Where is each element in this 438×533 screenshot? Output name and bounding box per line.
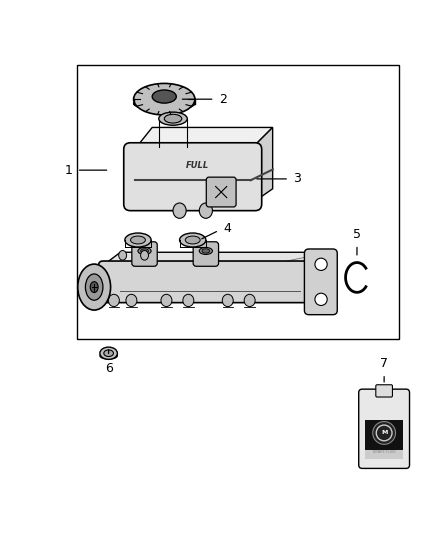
Ellipse shape bbox=[125, 233, 151, 247]
Text: 7: 7 bbox=[380, 357, 388, 370]
Polygon shape bbox=[103, 252, 335, 265]
Ellipse shape bbox=[90, 281, 98, 293]
Circle shape bbox=[315, 258, 327, 270]
Ellipse shape bbox=[202, 249, 210, 253]
Ellipse shape bbox=[244, 294, 255, 306]
FancyBboxPatch shape bbox=[359, 389, 410, 469]
Ellipse shape bbox=[223, 294, 233, 306]
Ellipse shape bbox=[119, 251, 127, 260]
Text: 1: 1 bbox=[64, 164, 72, 176]
Ellipse shape bbox=[199, 247, 212, 254]
Text: FULL: FULL bbox=[185, 161, 209, 170]
Ellipse shape bbox=[126, 294, 137, 306]
FancyBboxPatch shape bbox=[376, 385, 392, 397]
Ellipse shape bbox=[164, 114, 182, 123]
Ellipse shape bbox=[85, 274, 103, 300]
FancyBboxPatch shape bbox=[99, 261, 331, 303]
Ellipse shape bbox=[100, 347, 117, 359]
Circle shape bbox=[373, 422, 396, 445]
Ellipse shape bbox=[185, 236, 200, 244]
Ellipse shape bbox=[199, 203, 212, 219]
Polygon shape bbox=[135, 127, 272, 149]
Ellipse shape bbox=[109, 294, 119, 306]
Ellipse shape bbox=[138, 247, 151, 254]
Text: 4: 4 bbox=[223, 222, 231, 235]
Ellipse shape bbox=[173, 203, 186, 219]
Ellipse shape bbox=[104, 350, 113, 357]
FancyBboxPatch shape bbox=[124, 143, 261, 211]
Bar bbox=[365, 449, 403, 459]
Polygon shape bbox=[251, 127, 272, 204]
Ellipse shape bbox=[159, 112, 187, 125]
FancyBboxPatch shape bbox=[193, 242, 219, 266]
Bar bbox=[365, 420, 403, 459]
Text: 2: 2 bbox=[219, 93, 227, 106]
FancyBboxPatch shape bbox=[132, 242, 157, 266]
Text: BRAKE FLUID: BRAKE FLUID bbox=[373, 450, 396, 454]
Ellipse shape bbox=[161, 294, 172, 306]
FancyBboxPatch shape bbox=[304, 249, 337, 314]
Ellipse shape bbox=[183, 294, 194, 306]
Ellipse shape bbox=[152, 90, 176, 103]
Ellipse shape bbox=[141, 249, 148, 253]
Text: 6: 6 bbox=[105, 361, 113, 375]
Text: 5: 5 bbox=[353, 228, 361, 241]
Circle shape bbox=[315, 293, 327, 305]
Ellipse shape bbox=[134, 84, 195, 115]
Ellipse shape bbox=[180, 233, 206, 247]
Ellipse shape bbox=[100, 352, 117, 359]
Ellipse shape bbox=[131, 236, 145, 244]
Ellipse shape bbox=[134, 97, 195, 110]
Bar bbox=[77, 65, 399, 339]
Ellipse shape bbox=[78, 264, 110, 310]
Text: 3: 3 bbox=[293, 172, 301, 185]
Text: M: M bbox=[381, 431, 387, 435]
FancyBboxPatch shape bbox=[206, 177, 236, 207]
Ellipse shape bbox=[141, 251, 148, 260]
